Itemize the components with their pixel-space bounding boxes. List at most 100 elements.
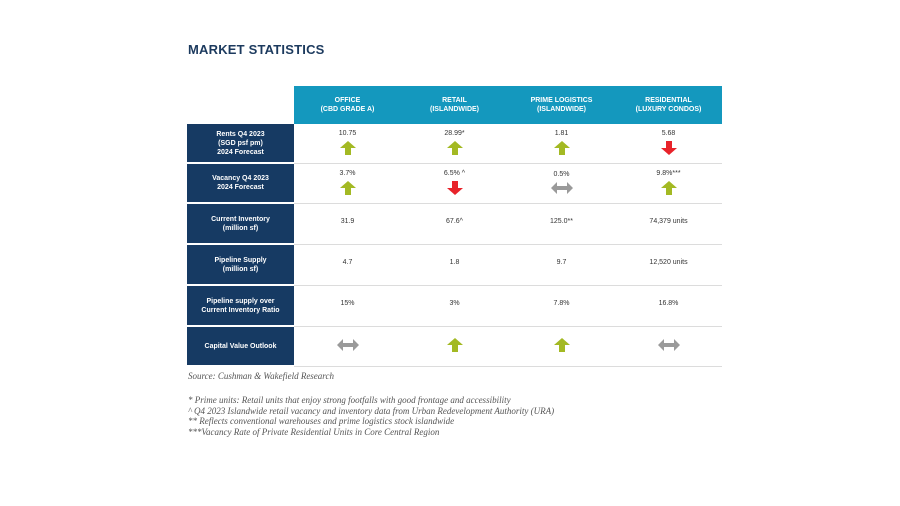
cell-value: 125.0** [550, 218, 573, 225]
source-note: Source: Cushman & Wakefield Research [188, 371, 334, 381]
cell-value: 9.8%*** [656, 169, 681, 177]
cell-capital-value-outlook-office [294, 326, 401, 367]
table-row-current-inventory: Current Inventory (million sf) 31.9 67.6^ 12… [187, 203, 722, 245]
column-header-prime-logistics: PRIME LOGISTICS (ISLANDWIDE) [508, 86, 615, 124]
arrow-up-icon [339, 140, 356, 157]
cell-current-inventory-office: 31.9 [294, 203, 401, 245]
cell-value: 7.8% [553, 300, 570, 307]
cell-pipeline-ratio-retail: 3% [401, 285, 508, 327]
column-header-name: RETAIL [442, 97, 467, 104]
row-header-line: 2024 Forecast [217, 148, 264, 156]
column-header-name: RESIDENTIAL [645, 97, 692, 104]
table-row-pipeline-ratio: Pipeline supply over Current Inventory Ra… [187, 285, 722, 327]
table-row-capital-value-outlook: Capital Value Outlook [187, 326, 722, 367]
cell-value: 10.75 [338, 129, 357, 137]
column-header-name: PRIME LOGISTICS [530, 97, 593, 104]
footnote: ***Vacancy Rate of Private Residential U… [188, 426, 440, 437]
row-header-line: Current Inventory [211, 215, 270, 223]
row-header-line: Capital Value Outlook [204, 342, 277, 350]
table-row-pipeline-supply: Pipeline Supply (million sf) 4.7 1.8 9.7 12,5… [187, 244, 722, 286]
cell-value: 1.81 [554, 129, 569, 137]
column-header-sub: (ISLANDWIDE) [537, 106, 586, 113]
cell-vacancy-office: 3.7% [294, 163, 401, 204]
table-row-rents: Rents Q4 2023 (SGD psf pm) 2024 Forecast 10… [187, 124, 722, 164]
cell-pipeline-ratio-residential: 16.8% [615, 285, 722, 327]
cell-value: 3.7% [339, 169, 356, 177]
row-header-pipeline-supply: Pipeline Supply (million sf) [187, 244, 294, 286]
cell-value: 12,520 units [649, 259, 688, 266]
cell-vacancy-residential: 9.8%*** [615, 163, 722, 204]
arrow-flat-icon [336, 339, 359, 353]
row-header-pipeline-ratio: Pipeline supply over Current Inventory Ra… [187, 285, 294, 327]
cell-value: 9.7 [556, 259, 567, 266]
row-header-line: Current Inventory Ratio [201, 306, 280, 314]
cell-value: 4.7 [342, 259, 353, 266]
arrow-up-icon [660, 180, 677, 197]
arrow-flat-icon [657, 339, 680, 353]
table-corner [187, 86, 294, 124]
row-header-line: (SGD psf pm) [218, 139, 263, 147]
column-header-sub: (ISLANDWIDE) [430, 106, 479, 113]
cell-value: 0.5% [553, 170, 570, 178]
cell-current-inventory-prime-logistics: 125.0** [508, 203, 615, 245]
cell-vacancy-retail: 6.5% ^ [401, 163, 508, 204]
row-header-current-inventory: Current Inventory (million sf) [187, 203, 294, 245]
row-header-vacancy: Vacancy Q4 2023 2024 Forecast [187, 163, 294, 204]
cell-capital-value-outlook-prime-logistics [508, 326, 615, 367]
cell-capital-value-outlook-residential [615, 326, 722, 367]
row-header-line: Pipeline supply over [206, 297, 275, 305]
cell-capital-value-outlook-retail [401, 326, 508, 367]
footnote: ^ Q4 2023 Islandwide retail vacancy and … [188, 405, 555, 416]
cell-pipeline-supply-residential: 12,520 units [615, 244, 722, 286]
cell-value: 15% [340, 300, 355, 307]
cell-rents-office: 10.75 [294, 124, 401, 164]
cell-value: 74,379 units [649, 218, 688, 225]
arrow-flat-icon [550, 181, 573, 196]
cell-value: 16.8% [658, 300, 679, 307]
arrow-down-icon [446, 180, 463, 197]
arrow-down-icon [660, 140, 677, 157]
row-header-line: (million sf) [222, 265, 259, 273]
cell-pipeline-supply-prime-logistics: 9.7 [508, 244, 615, 286]
table-row-vacancy: Vacancy Q4 2023 2024 Forecast 3.7% 6.5% ^ 0.… [187, 163, 722, 204]
column-header-office: OFFICE (CBD GRADE A) [294, 86, 401, 124]
column-header-sub: (LUXURY CONDOS) [635, 106, 702, 113]
cell-pipeline-ratio-office: 15% [294, 285, 401, 327]
cell-pipeline-supply-retail: 1.8 [401, 244, 508, 286]
column-header-retail: RETAIL (ISLANDWIDE) [401, 86, 508, 124]
footnotes: * Prime units: Retail units that enjoy s… [188, 395, 554, 437]
row-header-line: Vacancy Q4 2023 [212, 175, 269, 182]
column-header-name: OFFICE [334, 97, 361, 104]
cell-vacancy-prime-logistics: 0.5% [508, 163, 615, 204]
page-title: MARKET STATISTICS [188, 42, 325, 57]
column-header-sub: (CBD GRADE A) [320, 106, 375, 113]
row-header-line: 2024 Forecast [217, 184, 264, 191]
cell-pipeline-ratio-prime-logistics: 7.8% [508, 285, 615, 327]
cell-value: 5.68 [661, 129, 676, 137]
arrow-up-icon [553, 338, 570, 354]
row-header-capital-value-outlook: Capital Value Outlook [187, 326, 294, 367]
column-header-residential: RESIDENTIAL (LUXURY CONDOS) [615, 86, 722, 124]
footnote: ** Reflects conventional warehouses and … [188, 416, 455, 426]
market-statistics-table: OFFICE (CBD GRADE A) RETAIL (ISLANDWIDE)… [187, 86, 722, 367]
table-header-row: OFFICE (CBD GRADE A) RETAIL (ISLANDWIDE)… [187, 86, 722, 124]
footnote: * Prime units: Retail units that enjoy s… [188, 395, 511, 405]
cell-value: 31.9 [340, 218, 355, 225]
cell-value: 28.99* [444, 129, 465, 137]
cell-current-inventory-retail: 67.6^ [401, 203, 508, 245]
cell-value: 1.8 [449, 259, 460, 266]
arrow-up-icon [446, 338, 463, 354]
row-header-line: Rents Q4 2023 [216, 130, 265, 138]
cell-value: 67.6^ [446, 218, 463, 225]
row-header-line: (million sf) [222, 224, 259, 232]
cell-value: 3% [449, 300, 460, 307]
row-header-line: Pipeline Supply [214, 256, 267, 264]
cell-current-inventory-residential: 74,379 units [615, 203, 722, 245]
cell-rents-residential: 5.68 [615, 124, 722, 164]
arrow-up-icon [553, 140, 570, 157]
cell-value: 6.5% ^ [443, 169, 466, 177]
cell-rents-retail: 28.99* [401, 124, 508, 164]
row-header-rents: Rents Q4 2023 (SGD psf pm) 2024 Forecast [187, 124, 294, 164]
cell-rents-prime-logistics: 1.81 [508, 124, 615, 164]
cell-pipeline-supply-office: 4.7 [294, 244, 401, 286]
